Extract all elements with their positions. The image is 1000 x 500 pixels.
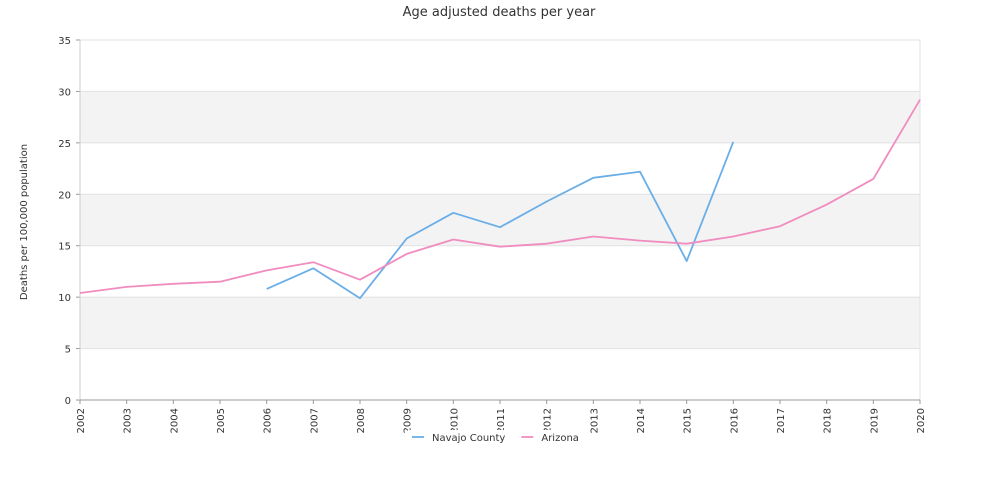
series-lines — [79, 99, 921, 300]
legend-item: Navajo County — [408, 430, 510, 444]
x-tick-label: 2008 — [356, 408, 367, 433]
x-tick-label: 2006 — [263, 408, 274, 433]
x-tick-label: 2016 — [729, 408, 740, 433]
y-axis-label: Deaths per 100,000 population — [19, 144, 30, 300]
y-tick-label: 10 — [58, 293, 71, 304]
x-tick-label: 2020 — [916, 408, 927, 433]
chart-title: Age adjusted deaths per year — [403, 5, 596, 20]
legend-label: Navajo County — [432, 433, 505, 444]
grid-band — [80, 91, 920, 143]
y-tick-label: 25 — [58, 139, 71, 150]
series-line-navajo-county — [266, 141, 735, 300]
legend-item-bg — [408, 430, 510, 444]
legend-label: Arizona — [541, 433, 579, 444]
legend-item: Arizona — [517, 430, 583, 444]
x-tick-label: 2004 — [169, 408, 180, 433]
x-tick-label: 2012 — [543, 408, 554, 433]
grid-bands — [80, 91, 920, 349]
y-tick-label: 35 — [58, 36, 71, 47]
series-line-arizona — [79, 99, 921, 294]
legend-item-bg — [517, 430, 583, 444]
x-tick-label: 2017 — [776, 408, 787, 433]
x-tick-label: 2013 — [589, 408, 600, 433]
x-tick-label: 2014 — [636, 408, 647, 433]
x-tick-label: 2011 — [496, 408, 507, 433]
x-tick-label: 2003 — [123, 408, 134, 433]
y-tick-label: 20 — [58, 190, 71, 201]
x-tick-label: 2015 — [683, 408, 694, 433]
x-tick-label: 2010 — [449, 408, 460, 433]
x-tick-label: 2005 — [216, 408, 227, 433]
x-tick-label: 2009 — [403, 408, 414, 433]
x-tick-label: 2019 — [869, 408, 880, 433]
grid-band — [80, 297, 920, 349]
x-tick-label: 2018 — [823, 408, 834, 433]
x-tick-label: 2007 — [309, 408, 320, 433]
legend: Navajo County Arizona — [408, 430, 583, 444]
grid-band — [80, 194, 920, 246]
y-tick-label: 30 — [58, 87, 71, 98]
y-tick-label: 5 — [65, 345, 71, 356]
y-axis-ticks: 0 5 10 15 20 25 30 35 — [58, 36, 80, 407]
x-axis-ticks: 2002 2003 2004 2005 2006 2007 2008 2009 2010 2011… — [76, 400, 927, 433]
x-tick-label: 2002 — [76, 408, 87, 433]
y-tick-label: 15 — [58, 242, 71, 253]
y-tick-label: 0 — [65, 396, 71, 407]
